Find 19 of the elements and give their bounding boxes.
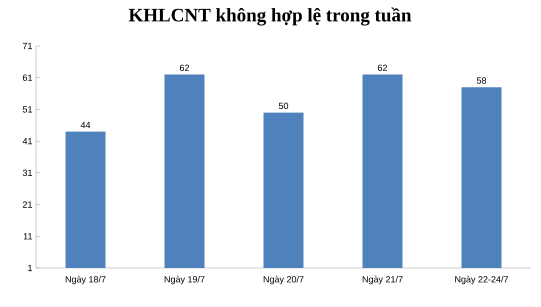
data-label: 44 <box>80 122 90 128</box>
x-tick-label: Ngày 21/7 <box>362 276 403 284</box>
y-tick-label: 71 <box>22 42 32 50</box>
y-tick-label: 41 <box>22 138 32 144</box>
y-tick-label: 11 <box>24 233 32 240</box>
y-tick-label: 51 <box>22 106 32 113</box>
x-tick-label: Ngày 19/7 <box>164 276 205 284</box>
x-tick-label: Ngày 20/7 <box>264 276 304 284</box>
data-label: 50 <box>278 102 288 110</box>
y-tick-label: 61 <box>22 74 32 81</box>
y-tick-label: 31 <box>22 170 32 176</box>
x-tick-label: Ngày 18/7 <box>66 276 106 284</box>
y-tick-label: 21 <box>22 201 32 208</box>
x-tick-label: Ngày 22-24/7 <box>455 276 508 284</box>
chart-title: KHLCNT không hợp lệ trong tuần <box>128 8 412 26</box>
data-label: 58 <box>476 77 486 84</box>
data-label: 62 <box>180 64 190 72</box>
y-tick-label: 1 <box>28 264 32 272</box>
data-label: 62 <box>378 64 388 72</box>
